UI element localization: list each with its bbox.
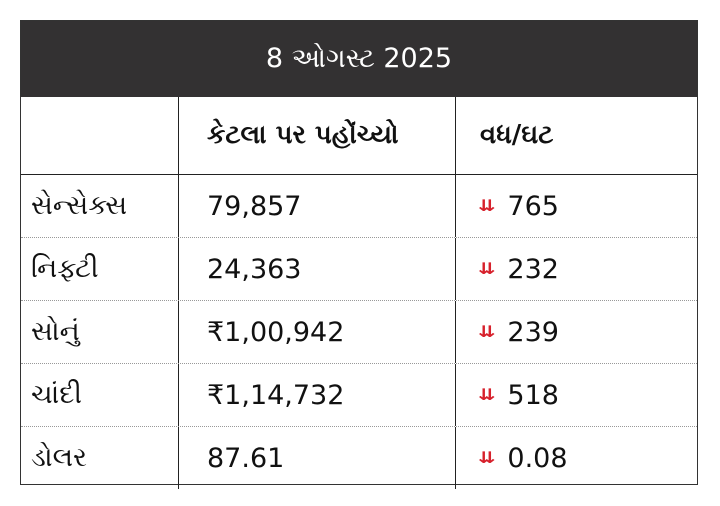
row-change: 765 [507,190,559,222]
row-change: 232 [507,253,559,285]
table-row: સેન્સેક્સ 79,857 ⇊ 765 [21,175,697,238]
table-row: ડોલર 87.61 ⇊ 0.08 [21,427,697,489]
row-change: 0.08 [507,442,568,474]
row-change-cell: ⇊ 518 [456,364,697,426]
row-name: સેન્સેક્સ [21,175,179,237]
row-name: સોનું [21,301,179,363]
double-chevron-down-icon: ⇊ [477,259,496,278]
table-row: ચાંદી ₹1,14,732 ⇊ 518 [21,364,697,427]
row-name: નિફ્ટી [21,238,179,300]
double-chevron-down-icon: ⇊ [477,322,496,341]
row-change: 518 [507,379,559,411]
row-value: 24,363 [179,238,456,300]
row-value: 79,857 [179,175,456,237]
double-chevron-down-icon: ⇊ [477,448,496,467]
header-change: વધ/ઘટ [480,120,554,150]
row-name: ચાંદી [21,364,179,426]
row-change-cell: ⇊ 232 [456,238,697,300]
double-chevron-down-icon: ⇊ [477,196,496,215]
row-value: ₹1,00,942 [179,301,456,363]
header-empty [21,97,179,174]
row-change-cell: ⇊ 0.08 [456,427,697,489]
market-table: 8 ઓગસ્ટ 2025 કેટલા પર પહોંચ્યો વધ/ઘટ સેન… [20,20,698,489]
row-change: 239 [507,316,559,348]
table-row: સોનું ₹1,00,942 ⇊ 239 [21,301,697,364]
table-title: 8 ઓગસ્ટ 2025 [21,21,697,97]
row-name: ડોલર [21,427,179,489]
row-change-cell: ⇊ 239 [456,301,697,363]
header-value: કેટલા પર પહોંચ્યો [179,97,456,174]
table-row: નિફ્ટી 24,363 ⇊ 232 [21,238,697,301]
row-value: 87.61 [179,427,456,489]
header-row: કેટલા પર પહોંચ્યો વધ/ઘટ [21,97,697,175]
row-change-cell: ⇊ 765 [456,175,697,237]
double-chevron-down-icon: ⇊ [477,385,496,404]
row-value: ₹1,14,732 [179,364,456,426]
